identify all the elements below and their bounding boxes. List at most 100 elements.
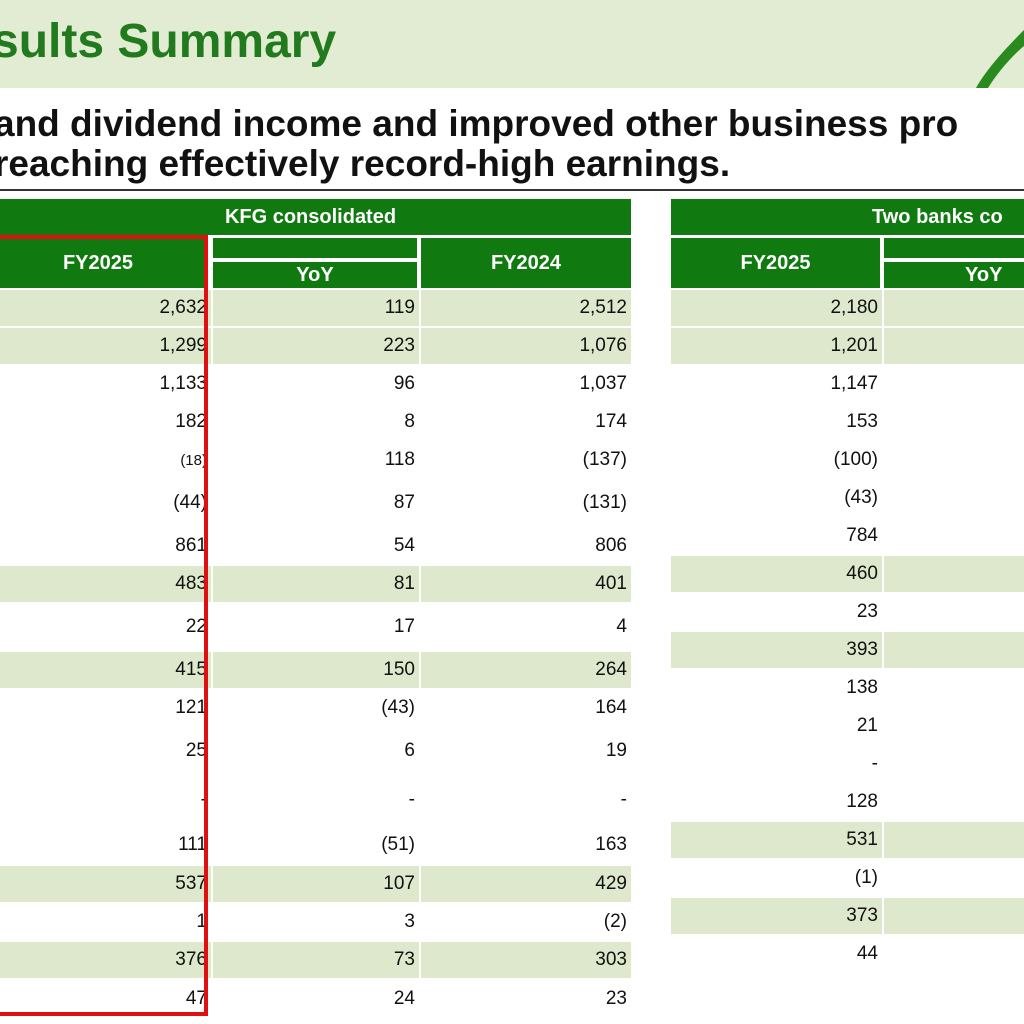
kfg-yoy-header-top: [213, 238, 417, 258]
banks-empty-cell: [884, 556, 1024, 592]
kfg-yoy-cell: 107: [213, 866, 421, 902]
kfg-fy2024-cell: (137): [582, 449, 627, 470]
kfg-yoy-cell: 118: [213, 442, 421, 478]
banks-empty-cell: [884, 328, 1024, 364]
kfg-table-body: 2,632 119 2,512 1,299 223 1,076 1,133 96 1,037 18…: [0, 290, 631, 1020]
banks-table-row: (1): [671, 860, 1024, 898]
kfg-fy2024-cell: 4: [616, 616, 627, 637]
logo-swoosh-icon: [976, 30, 1024, 88]
banks-empty-cell: [884, 366, 1024, 402]
banks-table-row: 44: [671, 936, 1024, 974]
kfg-table-row: 121 (43) 164: [0, 690, 631, 728]
kfg-fy2025-cell: 182: [0, 404, 213, 440]
banks-table-row: 393: [671, 632, 1024, 670]
banks-table-row: (43): [671, 480, 1024, 518]
banks-fy2025-cell: (43): [671, 480, 884, 516]
banks-fy2025-cell: 138: [671, 670, 884, 706]
kfg-table-row: 376 73 303: [0, 942, 631, 980]
kfg-fy2025-cell: 376: [0, 942, 213, 978]
title-divider: [0, 189, 1024, 191]
kfg-fy2025-cell: 1,133: [0, 366, 213, 402]
kfg-yoy-cell: 87: [213, 480, 421, 526]
kfg-table-row: 483 81 401: [0, 566, 631, 604]
banks-fy2025-cell: 44: [671, 936, 884, 972]
kfg-fy2024-cell: 174: [595, 411, 627, 432]
banks-fy2025-cell: 1,147: [671, 366, 884, 402]
kfg-fy2025-cell: (18): [0, 442, 213, 478]
kfg-table-row: 47 24 23: [0, 980, 631, 1020]
banks-fy2025-cell: -: [671, 746, 884, 782]
banks-empty-cell: [884, 784, 1024, 820]
banks-empty-cell: [884, 746, 1024, 782]
kfg-yoy-cell: 24: [213, 980, 421, 1018]
kfg-fy2025-cell: 537: [0, 866, 213, 902]
banks-table-row: 1,147: [671, 366, 1024, 404]
kfg-fy2024-cell: 23: [605, 988, 627, 1009]
banks-fy2025-cell: (1): [671, 860, 884, 896]
kfg-table-row: (44) 87 (131): [0, 480, 631, 528]
banks-table-row: (100): [671, 442, 1024, 480]
kfg-yoy-cell: 150: [213, 652, 421, 688]
kfg-table-row: 1,133 96 1,037: [0, 366, 631, 404]
banks-fy2025-cell: 393: [671, 632, 884, 668]
banks-fy2025-header: FY2025: [671, 238, 880, 288]
banks-empty-cell: [884, 860, 1024, 896]
banks-empty-cell: [884, 442, 1024, 478]
kfg-fy2025-cell: (44): [0, 480, 213, 526]
kfg-group-header: KFG consolidated: [0, 199, 631, 235]
banks-table-row: -: [671, 746, 1024, 784]
kfg-fy2025-cell: 2,632: [0, 290, 213, 326]
kfg-fy2025-cell: 861: [0, 528, 213, 564]
banks-fy2025-cell: 23: [671, 594, 884, 630]
banks-yoy-header: YoY: [884, 262, 1024, 288]
kfg-table-row: (18) 118 (137): [0, 442, 631, 480]
kfg-fy2025-cell: 47: [0, 980, 213, 1018]
banks-fy2025-cell: (100): [671, 442, 884, 478]
kfg-fy2025-cell: 415: [0, 652, 213, 688]
banks-fy2025-cell: 784: [671, 518, 884, 554]
kfg-table-row: 182 8 174: [0, 404, 631, 442]
kfg-table-row: 111 (51) 163: [0, 826, 631, 866]
kfg-fy2024-cell: 401: [595, 573, 627, 594]
kfg-fy2025-cell: 111: [0, 826, 213, 864]
banks-empty-cell: [884, 708, 1024, 744]
kfg-yoy-cell: 54: [213, 528, 421, 564]
banks-empty-cell: [884, 594, 1024, 630]
kfg-table-row: 1 3 (2): [0, 904, 631, 942]
banks-table-row: 2,180: [671, 290, 1024, 328]
kfg-yoy-cell: 6: [213, 728, 421, 774]
banks-empty-cell: [884, 632, 1024, 668]
banks-table-row: 1,201: [671, 328, 1024, 366]
page-title: sults Summary: [0, 15, 337, 68]
kfg-table-row: 861 54 806: [0, 528, 631, 566]
kfg-table-row: 1,299 223 1,076: [0, 328, 631, 366]
kfg-fy2024-cell: (2): [603, 911, 627, 932]
banks-fy2025-cell: 531: [671, 822, 884, 858]
banks-empty-cell: [884, 404, 1024, 440]
banks-empty-cell: [884, 670, 1024, 706]
banks-fy2025-cell: 2,180: [671, 290, 884, 326]
banks-fy2025-cell: 21: [671, 708, 884, 744]
kfg-yoy-cell: 223: [213, 328, 421, 364]
page-subtitle: and dividend income and improved other b…: [0, 104, 958, 184]
kfg-fy2024-cell: 303: [595, 949, 627, 970]
banks-empty-cell: [884, 822, 1024, 858]
kfg-yoy-cell: 81: [213, 566, 421, 602]
kfg-table-row: 415 150 264: [0, 652, 631, 690]
banks-table-row: 531: [671, 822, 1024, 860]
banks-table-row: 138: [671, 670, 1024, 708]
kfg-fy2024-cell: 1,076: [579, 335, 627, 356]
kfg-fy2024-cell: 806: [595, 535, 627, 556]
kfg-fy2024-cell: 2,512: [579, 297, 627, 318]
kfg-fy2024-cell: 429: [595, 873, 627, 894]
kfg-yoy-cell: 96: [213, 366, 421, 402]
kfg-yoy-cell: 73: [213, 942, 421, 978]
banks-table-row: 23: [671, 594, 1024, 632]
banks-empty-cell: [884, 480, 1024, 516]
kfg-fy2025-cell: 483: [0, 566, 213, 602]
kfg-yoy-cell: 17: [213, 604, 421, 650]
kfg-yoy-cell: 3: [213, 904, 421, 940]
kfg-fy2024-cell: -: [620, 789, 627, 810]
banks-fy2025-cell: 1,201: [671, 328, 884, 364]
kfg-fy2024-cell: 19: [605, 740, 627, 761]
